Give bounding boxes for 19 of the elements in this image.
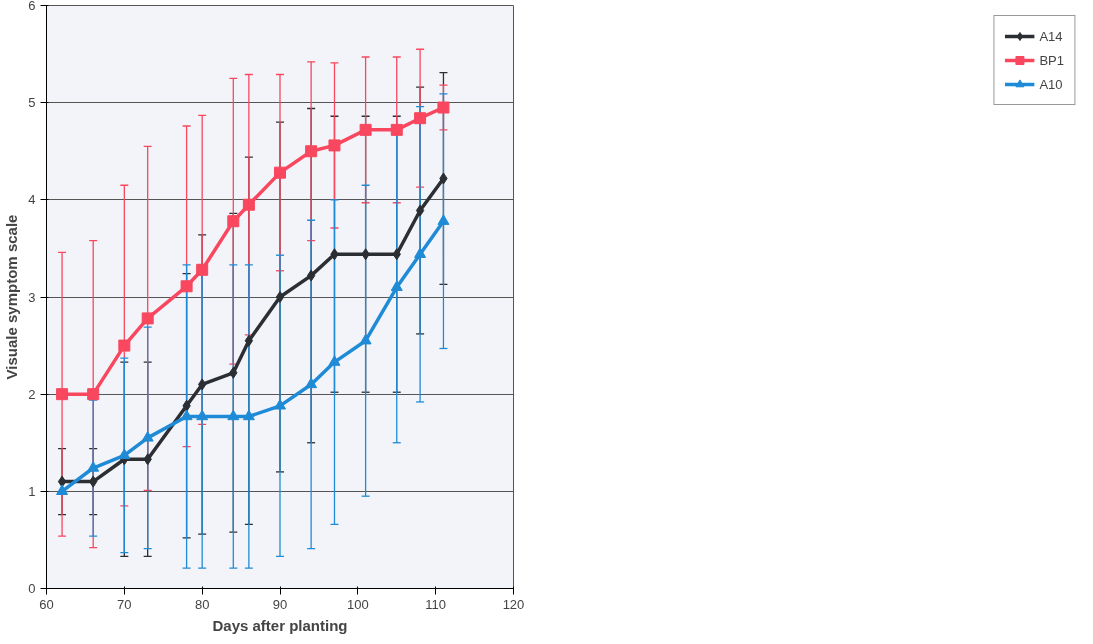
x-tick-label: 100 <box>346 596 369 612</box>
y-tick-label: 5 <box>28 95 36 111</box>
x-tick-label: 90 <box>272 596 288 612</box>
y-axis-title: Visuale symptom scale <box>3 214 21 380</box>
y-tick-label: 3 <box>28 289 36 305</box>
legend-label: A14 <box>1039 28 1063 44</box>
y-tick-label: 2 <box>28 386 36 402</box>
legend-label: BP1 <box>1039 52 1064 68</box>
y-tick-label: 6 <box>28 0 36 13</box>
x-tick-label: 80 <box>194 596 210 612</box>
legend-label: A10 <box>1039 76 1063 92</box>
x-tick-label: 70 <box>117 596 132 612</box>
x-tick-label: 60 <box>39 596 54 612</box>
x-tick-label: 120 <box>502 596 525 612</box>
x-axis-title: Days after planting <box>212 616 348 634</box>
x-tick-label: 110 <box>425 596 447 612</box>
y-tick-label: 1 <box>28 483 36 499</box>
y-tick-label: 4 <box>28 192 36 208</box>
y-tick-label: 0 <box>28 581 36 596</box>
